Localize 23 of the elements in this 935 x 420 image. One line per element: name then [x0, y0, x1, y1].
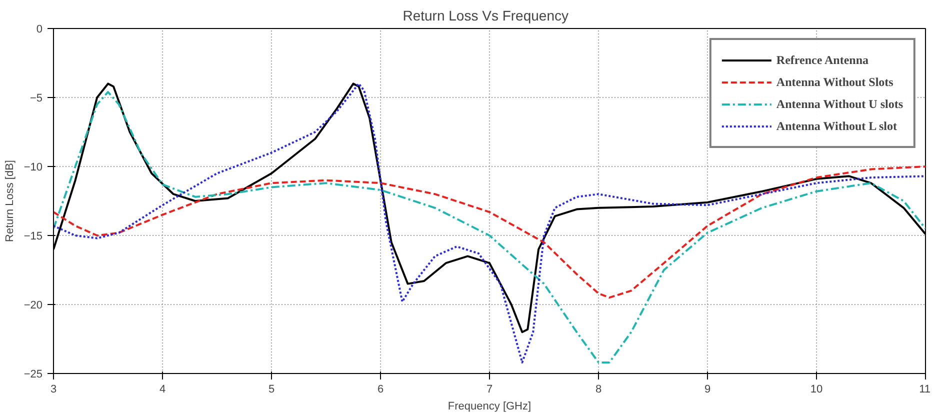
x-axis-title: Frequency [GHz] — [448, 400, 532, 412]
x-tick-label: 8 — [595, 384, 602, 396]
legend-label: Antenna Without L slot — [776, 118, 897, 134]
line-series — [54, 166, 926, 299]
chart-title: Return Loss Vs Frequency — [402, 8, 568, 24]
legend-label: Antenna Without Slots — [776, 74, 894, 90]
y-tick-label: −25 — [24, 368, 43, 380]
y-tick-label: 0 — [36, 24, 43, 36]
x-tick-label: 7 — [486, 384, 493, 396]
x-tick-label: 10 — [810, 384, 823, 396]
y-tick-label: −5 — [30, 92, 43, 104]
x-tick-label: 6 — [377, 384, 384, 396]
y-tick-label: −10 — [24, 162, 43, 174]
x-tick-label: 4 — [159, 384, 166, 396]
y-axis-title: Return Loss [dB] — [4, 160, 16, 242]
x-tick-label: 3 — [50, 384, 57, 396]
y-tick-label: −15 — [24, 230, 43, 242]
legend-label: Antenna Without U slots — [776, 96, 903, 112]
x-tick-label: 9 — [704, 384, 711, 396]
y-tick-label: −20 — [24, 300, 43, 312]
x-tick-label: 11 — [919, 384, 931, 396]
legend-label: Refrence Antenna — [776, 52, 869, 68]
x-tick-label: 5 — [268, 384, 275, 396]
